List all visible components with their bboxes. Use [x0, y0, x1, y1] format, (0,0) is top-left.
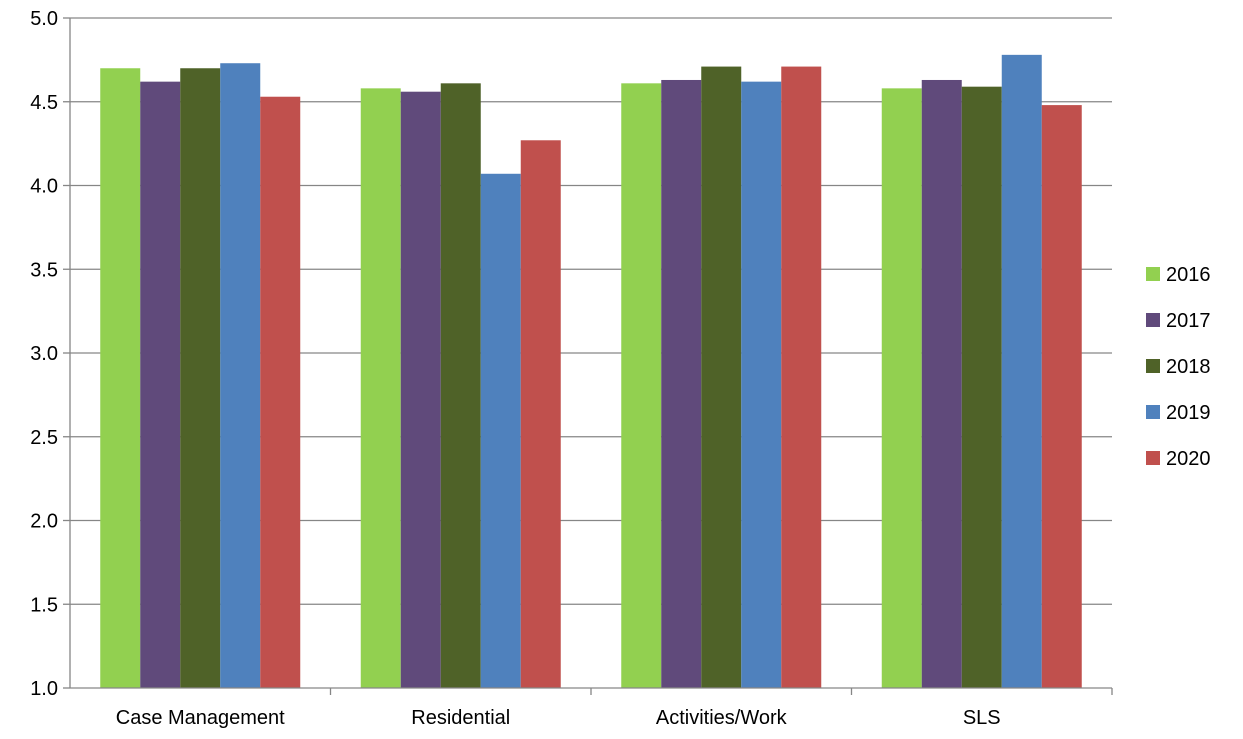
- bar-2020-0: [260, 96, 301, 689]
- bar-2019-3: [1001, 54, 1042, 689]
- bar-2019-2: [741, 81, 782, 688]
- legend-swatch-2019: [1146, 405, 1160, 419]
- legend-swatch-2018: [1146, 359, 1160, 373]
- legend-label: 2020: [1166, 448, 1211, 470]
- bar-2018-2: [701, 66, 742, 688]
- legend-label: 2018: [1166, 356, 1211, 378]
- legend-label: 2016: [1166, 264, 1211, 286]
- bar-2017-3: [921, 79, 962, 689]
- bar-2018-1: [440, 83, 481, 688]
- x-category-label: Activities/Work: [656, 707, 788, 729]
- legend-swatch-2017: [1146, 313, 1160, 327]
- bar-2016-1: [360, 88, 401, 689]
- bar-2016-0: [100, 68, 141, 688]
- bars: [100, 54, 1082, 689]
- bar-2017-0: [140, 81, 181, 688]
- x-category-label: Case Management: [116, 707, 285, 729]
- legend: 2016 2017 2018 2019 2020: [1146, 264, 1211, 470]
- x-category-label: Residential: [411, 707, 510, 729]
- bar-2019-0: [220, 63, 261, 689]
- bar-2018-0: [180, 68, 221, 688]
- bar-2017-1: [400, 91, 441, 688]
- bar-2020-1: [520, 140, 561, 688]
- bar-2016-2: [621, 83, 662, 688]
- x-category-label: SLS: [963, 707, 1001, 729]
- legend-label: 2019: [1166, 402, 1211, 424]
- y-tick-label: 1.5: [30, 594, 58, 616]
- y-tick-label: 2.5: [30, 427, 58, 449]
- y-tick-label: 2.0: [30, 511, 58, 533]
- legend-label: 2017: [1166, 310, 1211, 332]
- bar-2018-3: [961, 86, 1002, 689]
- bar-2016-3: [881, 88, 922, 689]
- y-tick-label: 4.0: [30, 176, 58, 198]
- legend-swatch-2020: [1146, 451, 1160, 465]
- y-tick-label: 5.0: [30, 8, 58, 30]
- axes: 1.0 1.5 2.0 2.5 3.0 3.5 4.0 4.5 5.0 Case Manageme…: [30, 8, 1113, 729]
- y-tick-label: 1.0: [30, 678, 58, 700]
- y-tick-label: 3.5: [30, 259, 58, 281]
- bar-2019-1: [480, 173, 521, 688]
- bar-2020-3: [1041, 105, 1082, 689]
- bar-2017-2: [661, 79, 702, 689]
- y-tick-label: 4.5: [30, 92, 58, 114]
- bar-2020-2: [781, 66, 822, 688]
- y-tick-label: 3.0: [30, 343, 58, 365]
- legend-swatch-2016: [1146, 267, 1160, 281]
